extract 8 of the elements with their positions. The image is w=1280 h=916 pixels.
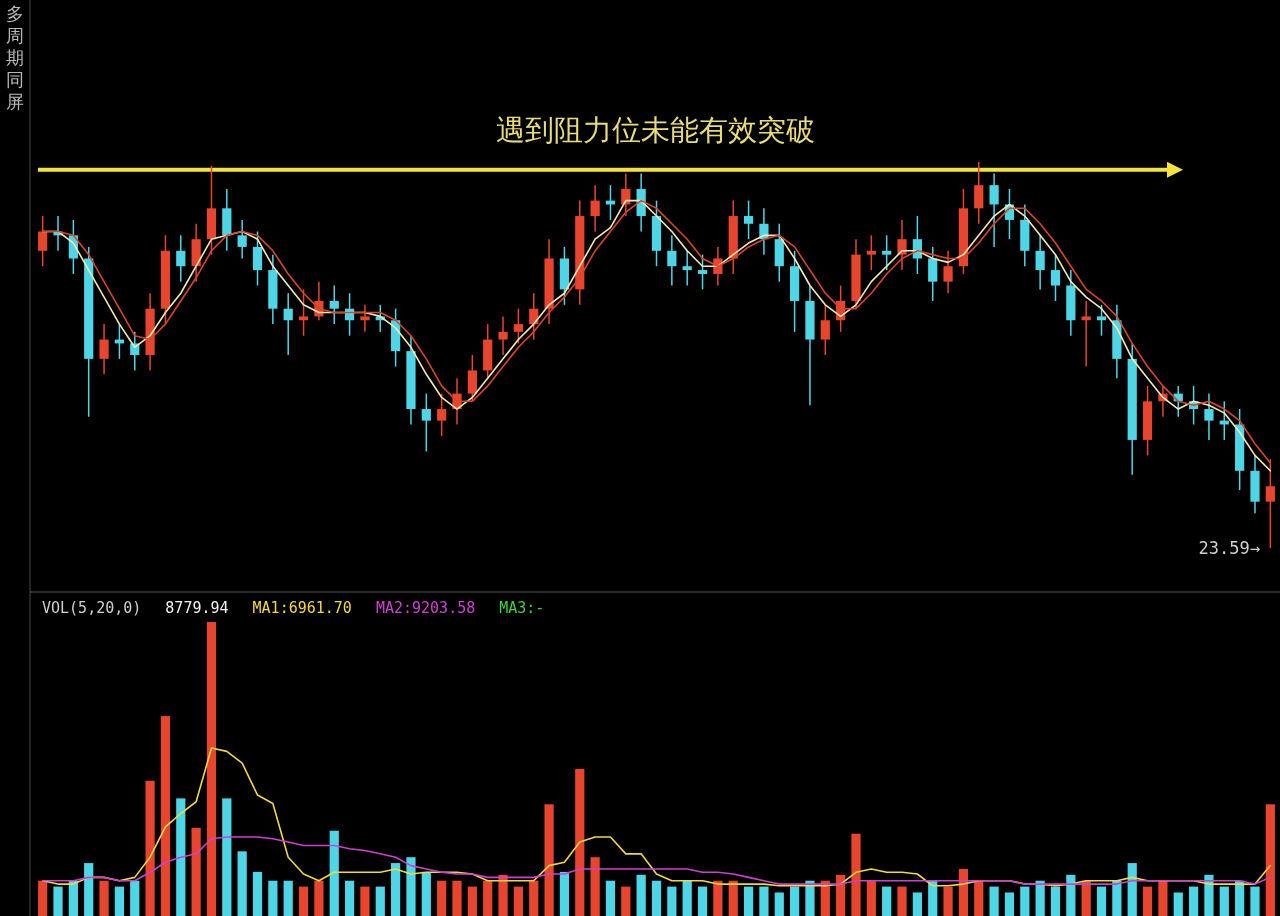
text: 8779.94 (165, 599, 229, 617)
text: MA1:6961.70 (252, 599, 352, 617)
text: MA2:9203.58 (375, 599, 476, 617)
chart-title: VOL(5,20,0) (42, 599, 142, 617)
ref-line-label: 遇到阻力位未能有效突破 (495, 112, 815, 147)
text: 多周期同屏 (6, 3, 24, 112)
text: MA3:- (499, 599, 545, 617)
annotation: 23.59→ (1198, 538, 1260, 558)
